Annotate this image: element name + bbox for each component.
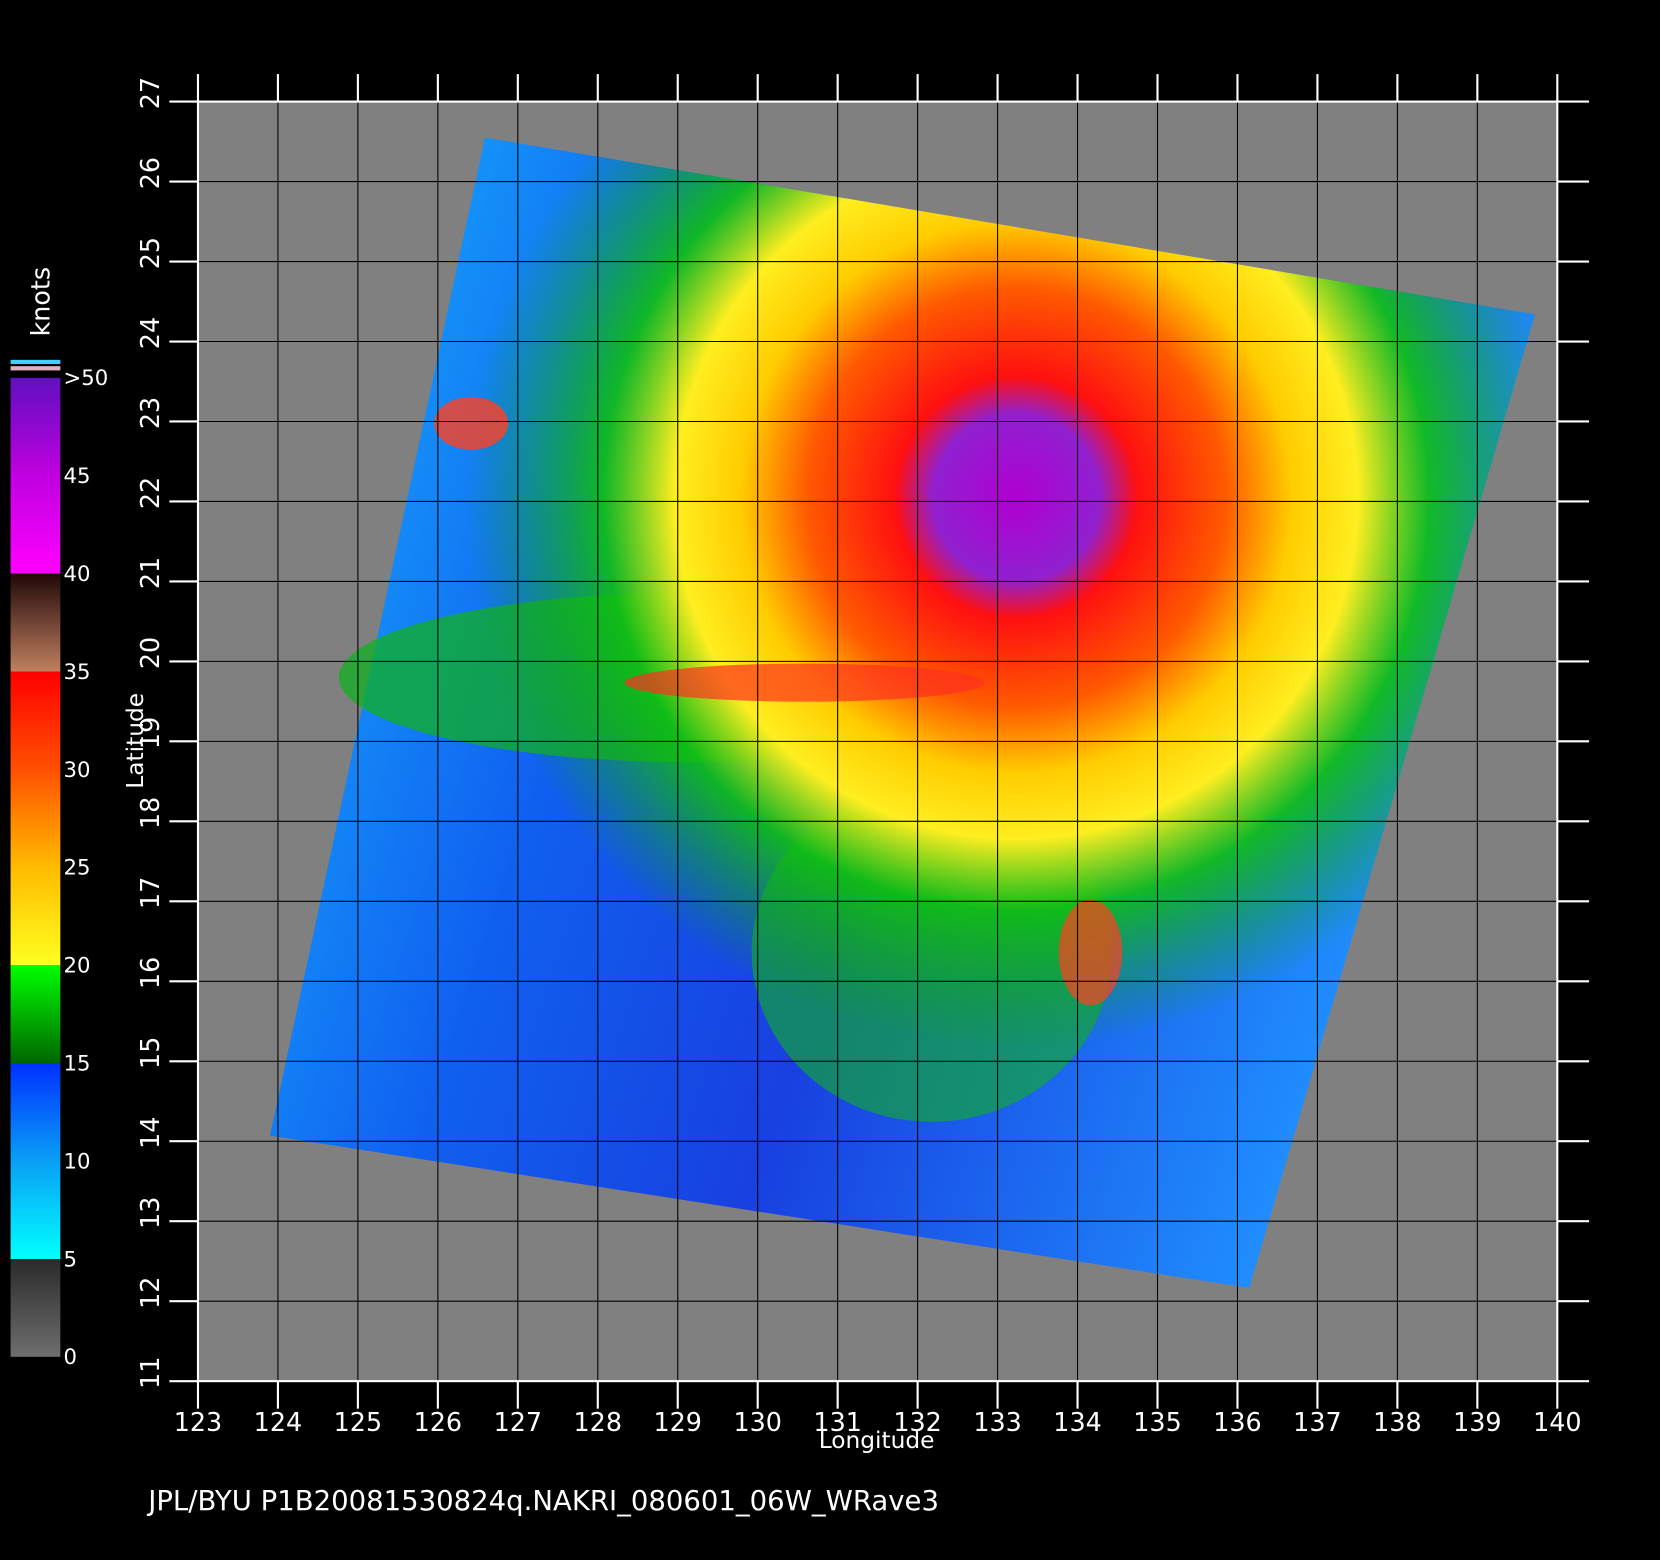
x-tick-label: 132	[893, 1407, 941, 1437]
x-tick-label: 125	[334, 1407, 382, 1437]
colorbar-label: 0	[64, 1344, 77, 1369]
colorbar	[10, 377, 61, 1357]
x-tick-label: 136	[1213, 1407, 1261, 1437]
x-tick-label: 138	[1373, 1407, 1421, 1437]
x-tick-label: 129	[653, 1407, 701, 1437]
cell	[1058, 899, 1123, 1006]
colorbar-label: 40	[64, 561, 91, 586]
y-tick-label: 21	[135, 557, 165, 589]
y-tick-label: 27	[135, 77, 165, 109]
x-tick-label: 140	[1533, 1407, 1581, 1437]
y-tick-label: 11	[135, 1357, 165, 1389]
x-tick-label: 130	[733, 1407, 781, 1437]
y-tick-label: 13	[135, 1197, 165, 1229]
storm	[269, 137, 1536, 1289]
y-tick-label: 19	[135, 717, 165, 749]
colorbar-extension	[10, 366, 61, 371]
x-tick-label: 131	[813, 1407, 861, 1437]
grid	[197, 101, 1558, 1382]
x-tick-label: 124	[254, 1407, 302, 1437]
colorbar-label: 20	[64, 953, 91, 978]
y-tick-label: 23	[135, 397, 165, 429]
x-tick-label: 137	[1293, 1407, 1341, 1437]
swath	[269, 137, 1536, 1289]
x-tick-label: 126	[414, 1407, 462, 1437]
y-tick-label: 25	[135, 237, 165, 269]
colorbar-label: 10	[64, 1148, 91, 1173]
colorbar-label: 15	[64, 1051, 91, 1076]
colorbar-title: knots	[26, 267, 56, 337]
y-tick-label: 26	[135, 157, 165, 189]
x-tick-label: 128	[574, 1407, 622, 1437]
x-tick-label: 139	[1453, 1407, 1501, 1437]
y-tick-label: 14	[135, 1117, 165, 1149]
colorbar-label: 35	[64, 659, 91, 684]
y-tick-label: 22	[135, 477, 165, 509]
cell	[434, 396, 509, 450]
colorbar-label: 25	[64, 855, 91, 880]
x-tick-label: 135	[1133, 1407, 1181, 1437]
y-tick-label: 24	[135, 317, 165, 349]
x-tick-label: 134	[1053, 1407, 1101, 1437]
x-tick-label: 123	[174, 1407, 222, 1437]
colorbar-label: 30	[64, 757, 91, 782]
colorbar-label: 5	[64, 1246, 77, 1271]
x-tick-label: 127	[494, 1407, 542, 1437]
y-tick-label: 17	[135, 877, 165, 909]
y-tick-label: 12	[135, 1277, 165, 1309]
colorbar-label: >50	[64, 365, 109, 390]
y-axis-label: Latitude	[122, 693, 149, 789]
rain-band	[624, 663, 985, 702]
x-axis-label: Longitude	[819, 1427, 935, 1454]
y-tick-label: 20	[135, 637, 165, 669]
footer: JPL/BYU P1B20081530824q.NAKRI_080601_06W…	[146, 1485, 939, 1517]
colorbar-label: 45	[64, 463, 91, 488]
y-tick-label: 16	[135, 957, 165, 989]
y-tick-label: 18	[135, 797, 165, 829]
colorbar-extension	[10, 359, 61, 365]
y-tick-label: 15	[135, 1037, 165, 1069]
x-tick-label: 133	[973, 1407, 1021, 1437]
